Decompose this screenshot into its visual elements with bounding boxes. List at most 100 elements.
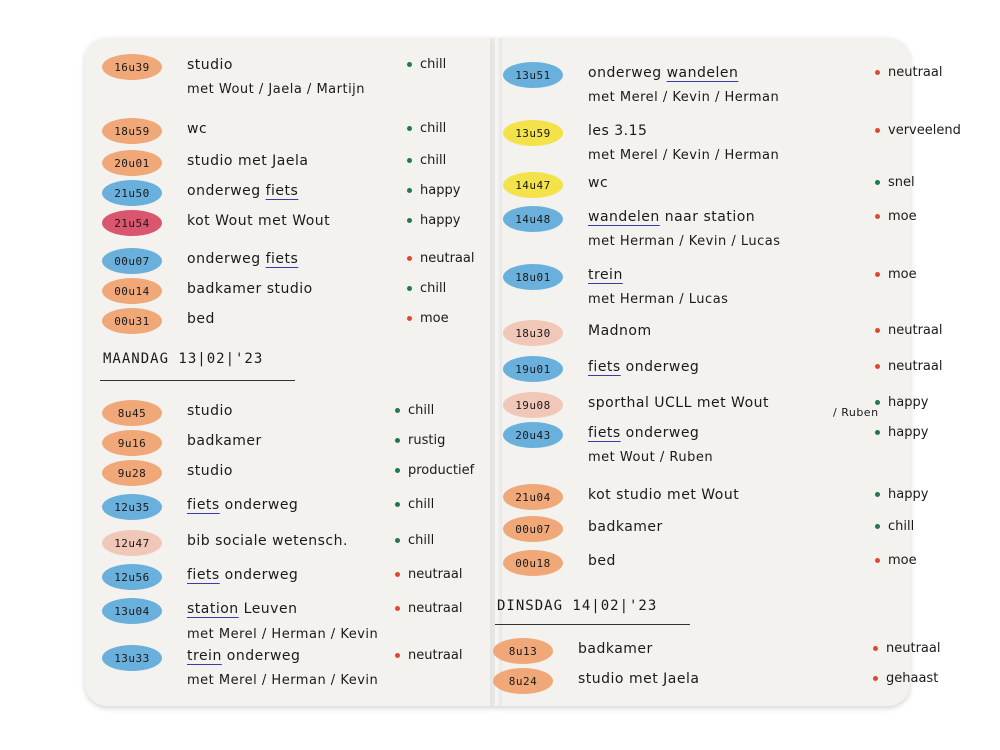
mood-label: happy bbox=[407, 183, 460, 198]
activity-label: bed bbox=[187, 311, 215, 327]
mood-dot bbox=[407, 218, 412, 223]
time-badge: 8u24 bbox=[493, 668, 553, 694]
time-badge: 21u04 bbox=[503, 484, 563, 510]
mood-text: moe bbox=[420, 311, 449, 326]
activity-underlined: fiets bbox=[588, 359, 621, 375]
mood-label: moe bbox=[875, 209, 917, 224]
mood-text: neutraal bbox=[888, 323, 943, 338]
mood-dot bbox=[875, 128, 880, 133]
activity-label: onderweg bbox=[187, 183, 261, 199]
mood-label: moe bbox=[875, 553, 917, 568]
mood-text: neutraal bbox=[886, 641, 941, 656]
time-badge: 00u31 bbox=[102, 308, 162, 334]
mood-dot bbox=[873, 676, 878, 681]
activity-label: wc bbox=[588, 175, 609, 191]
mood-text: rustig bbox=[408, 433, 446, 448]
mood-text: happy bbox=[888, 425, 929, 440]
activity-label: badkamer studio bbox=[187, 281, 313, 297]
activity-label: sporthal UCLL met Wout bbox=[588, 395, 769, 411]
activity-label: studio bbox=[187, 463, 233, 479]
time-badge: 16u39 bbox=[102, 54, 162, 80]
mood-dot bbox=[875, 70, 880, 75]
time-badge: 13u51 bbox=[503, 62, 563, 88]
activity-text: onderweg wandelen bbox=[588, 65, 738, 81]
time-badge: 18u30 bbox=[503, 320, 563, 346]
mood-label: neutraal bbox=[407, 251, 474, 266]
mood-text: moe bbox=[888, 267, 917, 282]
mood-label: verveelend bbox=[875, 123, 961, 138]
activity-text: fiets onderweg bbox=[588, 359, 699, 375]
mood-label: gehaast bbox=[873, 671, 938, 686]
mood-dot bbox=[873, 646, 878, 651]
right-page bbox=[495, 38, 910, 706]
mood-text: chill bbox=[408, 533, 435, 548]
mood-text: neutraal bbox=[408, 601, 463, 616]
mood-label: chill bbox=[407, 153, 446, 168]
mood-label: happy bbox=[875, 425, 928, 440]
mood-label: productief bbox=[395, 463, 474, 478]
activity-underlined: fiets bbox=[187, 497, 220, 513]
time-badge: 13u33 bbox=[102, 645, 162, 671]
activity-label: wc bbox=[187, 121, 208, 137]
mood-text: chill bbox=[420, 153, 447, 168]
activity-text: studio bbox=[187, 403, 233, 419]
activity-text: kot studio met Wout bbox=[588, 487, 739, 503]
notebook-fold bbox=[490, 38, 502, 706]
mood-dot bbox=[395, 572, 400, 577]
companions-text: met Wout / Ruben bbox=[588, 450, 714, 465]
companions-text: met Merel / Herman / Kevin bbox=[187, 673, 379, 688]
mood-label: chill bbox=[407, 281, 446, 296]
time-badge: 20u43 bbox=[503, 422, 563, 448]
activity-text: bib sociale wetensch. bbox=[187, 533, 348, 549]
time-badge: 19u08 bbox=[503, 392, 563, 418]
mood-dot bbox=[407, 126, 412, 131]
companions-text: met Wout / Jaela / Martijn bbox=[187, 82, 366, 97]
activity-text: fiets onderweg bbox=[187, 497, 298, 513]
mood-dot bbox=[875, 364, 880, 369]
mood-label: happy bbox=[875, 395, 928, 410]
mood-text: happy bbox=[420, 213, 461, 228]
mood-text: moe bbox=[888, 209, 917, 224]
mood-dot bbox=[875, 430, 880, 435]
activity-text: badkamer bbox=[588, 519, 663, 535]
mood-text: happy bbox=[888, 487, 929, 502]
companions-text: met Herman / Lucas bbox=[588, 292, 729, 307]
mood-text: chill bbox=[420, 57, 447, 72]
mood-text: snel bbox=[888, 175, 915, 190]
activity-label: bib sociale wetensch. bbox=[187, 533, 348, 549]
time-badge: 9u16 bbox=[102, 430, 162, 456]
activity-underlined: trein bbox=[588, 267, 623, 283]
companions-text: met Merel / Kevin / Herman bbox=[588, 90, 780, 105]
mood-label: moe bbox=[875, 267, 917, 282]
mood-text: chill bbox=[888, 519, 915, 534]
mood-text: verveelend bbox=[888, 123, 961, 138]
mood-dot bbox=[875, 400, 880, 405]
activity-text: Madnom bbox=[588, 323, 652, 339]
time-badge: 12u56 bbox=[102, 564, 162, 590]
activity-underlined: fiets bbox=[265, 251, 299, 267]
time-badge: 00u07 bbox=[503, 516, 563, 542]
mood-dot bbox=[875, 328, 880, 333]
mood-label: moe bbox=[407, 311, 449, 326]
activity-label: badkamer bbox=[187, 433, 262, 449]
mood-dot bbox=[395, 538, 400, 543]
time-badge: 18u59 bbox=[102, 118, 162, 144]
mood-label: chill bbox=[875, 519, 914, 534]
activity-underlined: fiets bbox=[187, 567, 220, 583]
mood-text: neutraal bbox=[888, 65, 943, 80]
activity-label: onderweg bbox=[226, 648, 301, 664]
activity-label: kot studio met Wout bbox=[588, 487, 740, 503]
time-badge: 14u48 bbox=[503, 206, 563, 232]
mood-text: happy bbox=[888, 395, 929, 410]
mood-label: neutraal bbox=[873, 641, 940, 656]
mood-label: neutraal bbox=[875, 323, 942, 338]
activity-text: studio met Jaela bbox=[187, 153, 308, 169]
activity-text: studio met Jaela bbox=[578, 671, 699, 687]
activity-underlined: fiets bbox=[265, 183, 299, 199]
mood-text: chill bbox=[408, 497, 435, 512]
mood-text: chill bbox=[408, 403, 435, 418]
activity-label: studio bbox=[187, 403, 233, 419]
activity-text: sporthal UCLL met Wout bbox=[588, 395, 769, 411]
heading-rule bbox=[100, 380, 295, 381]
activity-text: fiets onderweg bbox=[187, 567, 298, 583]
